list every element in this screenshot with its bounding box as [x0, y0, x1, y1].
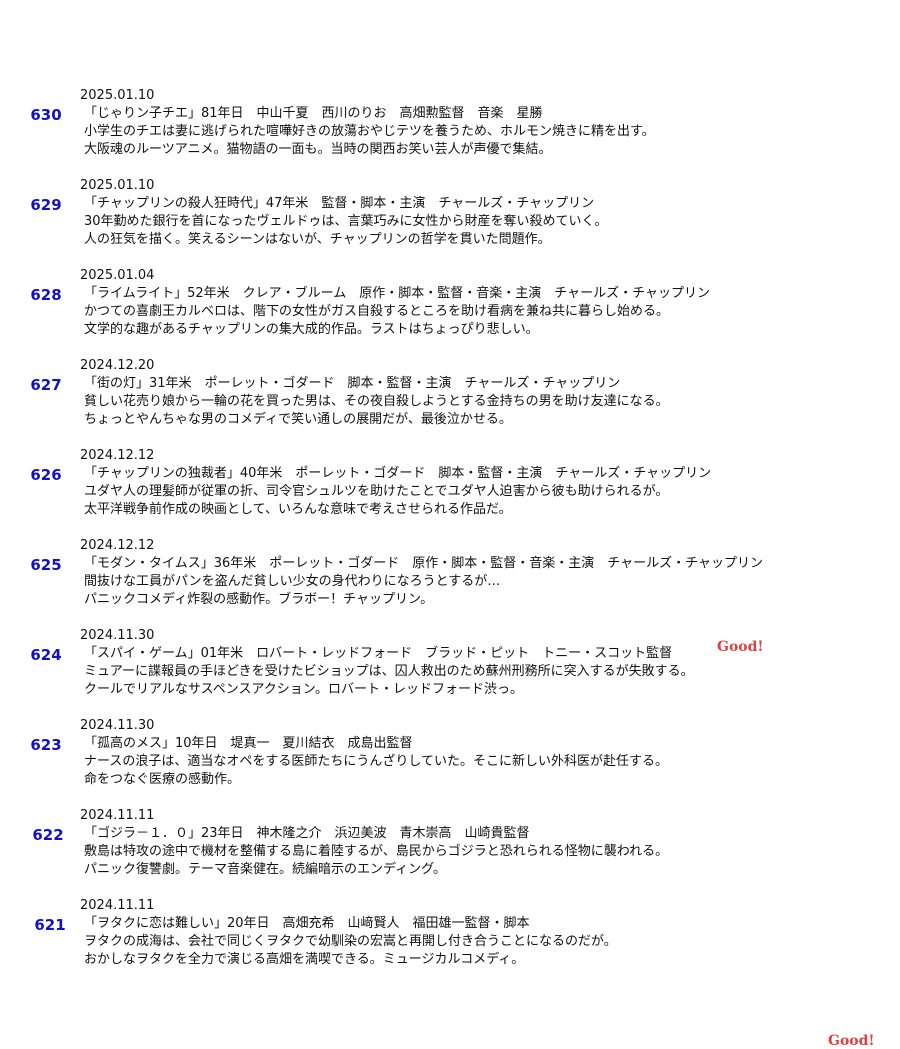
entry-number: 627	[30, 376, 62, 394]
entry-number: 624	[30, 646, 62, 664]
entry-number: 622	[32, 826, 64, 844]
entry-comment-line: おかしなヲタクを全力で演じる高畑を満喫できる。ミュージカルコメディ。	[84, 952, 525, 967]
movie-entry: 2024.12.20 627 「街の灯」31年米 ポーレット・ゴダード 脚本・監督・…	[0, 357, 900, 655]
entry-title-line: 「ヲタクに恋は難しい」20年日 高畑充希 山﨑賢人 福田雄一監督・脚本	[84, 916, 530, 931]
movie-entry: 2025.01.04 628 「ライムライト」52年米 クレア・ブルーム 原作・脚本…	[0, 267, 900, 357]
entry-title-line: 「モダン・タイムス」36年米 ポーレット・ゴダード 原作・脚本・監督・音楽・主演…	[84, 556, 764, 571]
entry-number: 628	[30, 286, 62, 304]
entry-comment-line: ちょっとやんちゃな男のコメディで笑い通しの展開だが、最後泣かせる。	[84, 412, 512, 427]
entry-title-line: 「スパイ・ゲーム」01年米 ロバート・レッドフォード ブラッド・ピット トニー・…	[84, 646, 673, 661]
entry-synopsis-line: ミュアーに諜報員の手ほどきを受けたビショップは、囚人救出のため蘇州刑務所に突入す…	[84, 664, 694, 679]
entry-date: 2024.11.30	[80, 628, 155, 643]
entry-comment-line: 大阪魂のルーツアニメ。猫物語の一面も。当時の関西お笑い芸人が声優で集結。	[84, 142, 552, 157]
entry-synopsis-line: ユダヤ人の理髪師が従軍の折、司令官シュルツを助けたことでユダヤ人迫害から彼も助け…	[84, 484, 669, 499]
entry-comment-line: パニックコメディ炸裂の感動作。ブラボー！チャップリン。	[84, 592, 434, 607]
entry-comment-line: 命をつなぐ医療の感動作。	[84, 772, 241, 787]
entry-title-line: 「ライムライト」52年米 クレア・ブルーム 原作・脚本・監督・音楽・主演 チャー…	[84, 286, 710, 301]
entry-date: 2025.01.10	[80, 88, 155, 103]
entry-synopsis-line: かつての喜劇王カルベロは、階下の女性がガス自殺するところを助け看病を兼ね共に暮ら…	[84, 304, 670, 319]
movie-entry: 2024.12.12 626 「チャップリンの独裁者」40年米 ポーレット・ゴダード…	[0, 447, 900, 537]
entry-date: 2024.12.12	[80, 448, 155, 463]
entry-comment-line: 太平洋戦争前作成の映画として、いろんな意味で考えさせられる作品だ。	[84, 502, 512, 517]
movie-log-list: 2025.01.10 630 「じゃりン子チエ」81年日 中山千夏 西川のりお 高畑…	[0, 87, 900, 1049]
entry-synopsis-line: 敷島は特攻の途中で機材を整備する島に着陸するが、島民からゴジラと恐れられる怪物に…	[84, 844, 669, 859]
entry-synopsis-line: ナースの浪子は、適当なオペをする医師たちにうんざりしていた。そこに新しい外科医が…	[84, 754, 668, 769]
entry-synopsis-line: ヲタクの成海は、会社で同じくヲタクで幼馴染の宏嵩と再開し付き合うことになるのだが…	[84, 934, 617, 949]
entry-title-line: 「じゃりン子チエ」81年日 中山千夏 西川のりお 高畑勲監督 音楽 星勝	[84, 106, 543, 121]
movie-entry: 2024.11.30 624 「スパイ・ゲーム」01年米 ロバート・レッドフォード …	[0, 627, 900, 717]
entry-number: 630	[30, 106, 62, 124]
entry-comment-line: パニック復讐劇。テーマ音楽健在。続編暗示のエンディング。	[84, 862, 447, 877]
entry-synopsis-line: 間抜けな工員がパンを盗んだ貧しい少女の身代わりになろうとするが…	[84, 574, 501, 589]
entry-date: 2024.11.11	[80, 898, 155, 913]
movie-entry: 2025.01.10 629 「チャップリンの殺人狂時代」47年米 監督・脚本・主演…	[0, 177, 900, 267]
entry-date: 2024.12.20	[80, 358, 155, 373]
entry-comment-line: クールでリアルなサスペンスアクション。ロバート・レッドフォード渋っ。	[84, 682, 524, 697]
movie-entry: 2024.11.11 621 「ヲタクに恋は難しい」20年日 高畑充希 山﨑賢人 福…	[0, 897, 900, 987]
movie-entry: 2025.01.10 630 「じゃりン子チエ」81年日 中山千夏 西川のりお 高畑…	[0, 87, 900, 177]
entry-date: 2024.11.30	[80, 718, 155, 733]
entry-date: 2024.12.12	[80, 538, 155, 553]
entry-number: 629	[30, 196, 62, 214]
entry-comment-line: 文学的な趣があるチャップリンの集大成的作品。ラストはちょっぴり悲しい。	[84, 322, 539, 337]
entry-date: 2025.01.04	[80, 268, 155, 283]
movie-entry: 2024.11.11 622 「ゴジラ－１．０」23年日 神木隆之介 浜辺美波 青木…	[0, 807, 900, 897]
entry-number: 621	[34, 916, 66, 934]
entry-number: 626	[30, 466, 62, 484]
entry-comment-line: 人の狂気を描く。笑えるシーンはないが、チャップリンの哲学を貫いた問題作。	[84, 232, 551, 247]
entry-date: 2025.01.10	[80, 178, 155, 193]
entry-synopsis-line: 小学生のチエは妻に逃げられた喧嘩好きの放蕩おやじテツを養うため、ホルモン焼きに精…	[84, 124, 655, 139]
entry-synopsis-line: 貧しい花売り娘から一輪の花を買った男は、その夜自殺しようとする金持ちの男を助け友…	[84, 394, 669, 409]
entry-title-line: 「チャップリンの独裁者」40年米 ポーレット・ゴダード 脚本・監督・主演 チャー…	[84, 466, 712, 481]
entry-synopsis-line: 30年勤めた銀行を首になったヴェルドゥは、言葉巧みに女性から財産を奪い殺めていく…	[84, 214, 608, 229]
entry-date: 2024.11.11	[80, 808, 155, 823]
entry-title-line: 「街の灯」31年米 ポーレット・ゴダード 脚本・監督・主演 チャールズ・チャップ…	[84, 376, 621, 391]
entry-title-line: 「チャップリンの殺人狂時代」47年米 監督・脚本・主演 チャールズ・チャップリン	[84, 196, 595, 211]
entry-title-line: 「孤高のメス」10年日 堤真一 夏川結衣 成島出監督	[84, 736, 413, 751]
movie-entry: 2024.11.30 623 「孤高のメス」10年日 堤真一 夏川結衣 成島出監督ナ…	[0, 717, 900, 807]
entry-title-line: 「ゴジラ－１．０」23年日 神木隆之介 浜辺美波 青木崇高 山崎貴監督	[84, 826, 530, 841]
entry-number: 625	[30, 556, 62, 574]
movie-entry: 2024.12.12 625 「モダン・タイムス」36年米 ポーレット・ゴダード 原…	[0, 537, 900, 1049]
good-mark: Good!	[717, 639, 764, 655]
entry-number: 623	[30, 736, 62, 754]
good-mark: Good!	[828, 1033, 875, 1049]
